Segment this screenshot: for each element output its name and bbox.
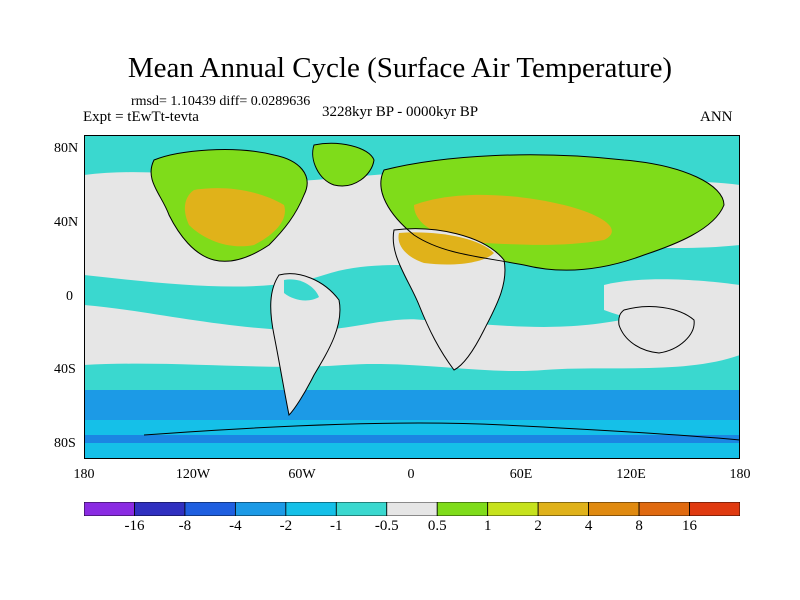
lat-tick-40s: 40S bbox=[54, 362, 76, 377]
lat-tick-40n: 40N bbox=[54, 215, 79, 230]
australia bbox=[618, 306, 695, 353]
season-label: ANN bbox=[700, 109, 733, 125]
colorbar-label: -2 bbox=[279, 518, 293, 534]
lon-tick-180-east: 180 bbox=[729, 467, 751, 482]
colorbar-swatch bbox=[638, 502, 690, 516]
colorbar-label: 16 bbox=[682, 518, 698, 534]
eurasia-warm bbox=[414, 194, 612, 245]
lon-tick-120e: 120E bbox=[616, 467, 646, 482]
map-frame bbox=[84, 135, 740, 459]
neutral-band-south bbox=[84, 303, 740, 372]
experiment-label: Expt = tEwTt-tevta bbox=[83, 109, 199, 125]
colorbar-label: 8 bbox=[635, 518, 643, 534]
colorbar-swatch bbox=[436, 502, 489, 516]
colorbar-swatch bbox=[689, 502, 740, 516]
lon-tick-0: 0 bbox=[407, 467, 415, 482]
lon-tick-60e: 60E bbox=[509, 467, 533, 482]
africa bbox=[393, 228, 505, 370]
greenland bbox=[312, 143, 374, 186]
colorbar-swatch bbox=[537, 502, 590, 516]
colorbar-swatch bbox=[588, 502, 640, 516]
stats-line: rmsd= 1.10439 diff= 0.0289636 bbox=[131, 94, 311, 109]
colorbar-swatch bbox=[386, 502, 438, 516]
antarctic-warm-strip bbox=[84, 435, 740, 443]
lon-tick-180-west: 180 bbox=[73, 467, 95, 482]
colorbar-label: 2 bbox=[534, 518, 542, 534]
colorbar-swatch bbox=[134, 502, 186, 516]
colorbar-label: 1 bbox=[483, 518, 492, 534]
map-title: Mean Annual Cycle (Surface Air Temperatu… bbox=[127, 52, 673, 84]
temperature-anomaly-map bbox=[84, 135, 740, 459]
colorbar-label: -4 bbox=[229, 518, 242, 534]
colorbar-label: 4 bbox=[584, 518, 593, 534]
colorbar-label: -1 bbox=[330, 518, 343, 534]
colorbar-swatch bbox=[184, 502, 236, 516]
colorbar-label: 0.5 bbox=[427, 518, 447, 534]
lat-tick-80n: 80N bbox=[54, 141, 79, 156]
colorbar bbox=[84, 502, 740, 516]
lat-tick-0: 0 bbox=[66, 289, 73, 304]
lat-tick-80s: 80S bbox=[54, 436, 76, 451]
colorbar-swatch bbox=[335, 502, 388, 516]
south-america bbox=[270, 273, 340, 415]
colorbar-swatch bbox=[285, 502, 337, 516]
colorbar-label: -0.5 bbox=[374, 518, 399, 534]
colorbar-label: -16 bbox=[124, 518, 145, 534]
lon-tick-120w: 120W bbox=[175, 467, 211, 482]
colorbar-label: -8 bbox=[178, 518, 192, 534]
colorbar-swatch bbox=[487, 502, 539, 516]
lon-tick-60w: 60W bbox=[288, 467, 316, 482]
colorbar-swatch bbox=[234, 502, 287, 516]
coastlines bbox=[143, 142, 740, 441]
period-label: 3228kyr BP - 0000kyr BP bbox=[322, 104, 479, 120]
south-america-warm bbox=[284, 279, 319, 301]
north-america-warm bbox=[184, 188, 285, 247]
colorbar-swatch bbox=[84, 502, 135, 516]
southern-ocean-band bbox=[84, 390, 740, 420]
